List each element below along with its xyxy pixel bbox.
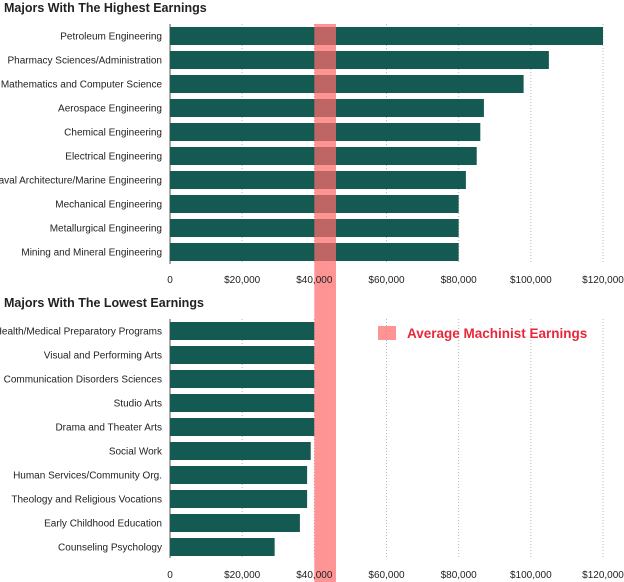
bar-health-medical-preparatory-programs [170,322,315,340]
category-label: Chemical Engineering [64,128,162,139]
legend-label: Average Machinist Earnings [407,326,587,341]
category-label: Health/Medical Preparatory Programs [0,327,162,338]
bar-mechanical-engineering [170,195,459,213]
bar-metallurgical-engineering [170,219,459,237]
category-label: Aerospace Engineering [58,104,162,115]
panel-0-tick-label: $40,000 [296,275,333,286]
category-label: Mining and Mineral Engineering [21,248,162,259]
panel-1-tick-label: $120,000 [582,570,624,581]
category-label: Theology and Religious Vocations [11,495,162,506]
bar-social-work [170,442,311,460]
bar-theology-and-religious-vocations [170,490,308,508]
panel-0-tick-label: $60,000 [368,275,405,286]
panel-1-tick-label: 0 [167,570,173,581]
panel-1-tick-label: $100,000 [510,570,552,581]
panel-0-tick-label: $80,000 [441,275,478,286]
category-label: Pharmacy Sciences/Administration [7,56,162,67]
panel-0-tick-label: 0 [167,275,173,286]
category-label: Mechanical Engineering [55,200,162,211]
panel-1-tick-label: $40,000 [296,570,333,581]
category-label: Counseling Psychology [58,543,162,554]
bar-pharmacy-sciences-administration [170,51,549,69]
category-label: Early Childhood Education [44,519,162,530]
panel-0-tick-label: $100,000 [510,275,552,286]
panel-1-title: Majors With The Lowest Earnings [4,296,204,310]
category-label: Drama and Theater Arts [55,423,162,434]
average-machinist-band [314,24,336,582]
panel-1-tick-label: $20,000 [224,570,261,581]
category-label: Communication Disorders Sciences [4,375,162,386]
bar-early-childhood-education [170,514,300,532]
legend-swatch [378,326,396,340]
panel-0-tick-label: $120,000 [582,275,624,286]
category-label: Human Services/Community Org. [13,471,162,482]
panel-1-tick-label: $80,000 [441,570,478,581]
bar-mathematics-and-computer-science [170,75,524,93]
category-label: Petroleum Engineering [60,32,162,43]
category-label: Naval Architecture/Marine Engineering [0,176,162,187]
panel-1-tick-label: $60,000 [368,570,405,581]
bar-visual-and-performing-arts [170,346,315,364]
bar-counseling-psychology [170,538,275,556]
category-label: Social Work [109,447,163,458]
bar-mining-and-mineral-engineering [170,243,459,261]
category-label: Metallurgical Engineering [50,224,162,235]
bar-petroleum-engineering [170,27,603,45]
category-label: Studio Arts [114,399,162,410]
bar-drama-and-theater-arts [170,418,315,436]
bar-communication-disorders-sciences [170,370,315,388]
category-label: Visual and Performing Arts [44,351,162,362]
panel-0-title: Majors With The Highest Earnings [4,1,207,15]
bar-human-services-community-org [170,466,308,484]
bar-studio-arts [170,394,315,412]
panel-0-tick-label: $20,000 [224,275,261,286]
category-label: Electrical Engineering [65,152,162,163]
category-label: Mathematics and Computer Science [1,80,163,91]
